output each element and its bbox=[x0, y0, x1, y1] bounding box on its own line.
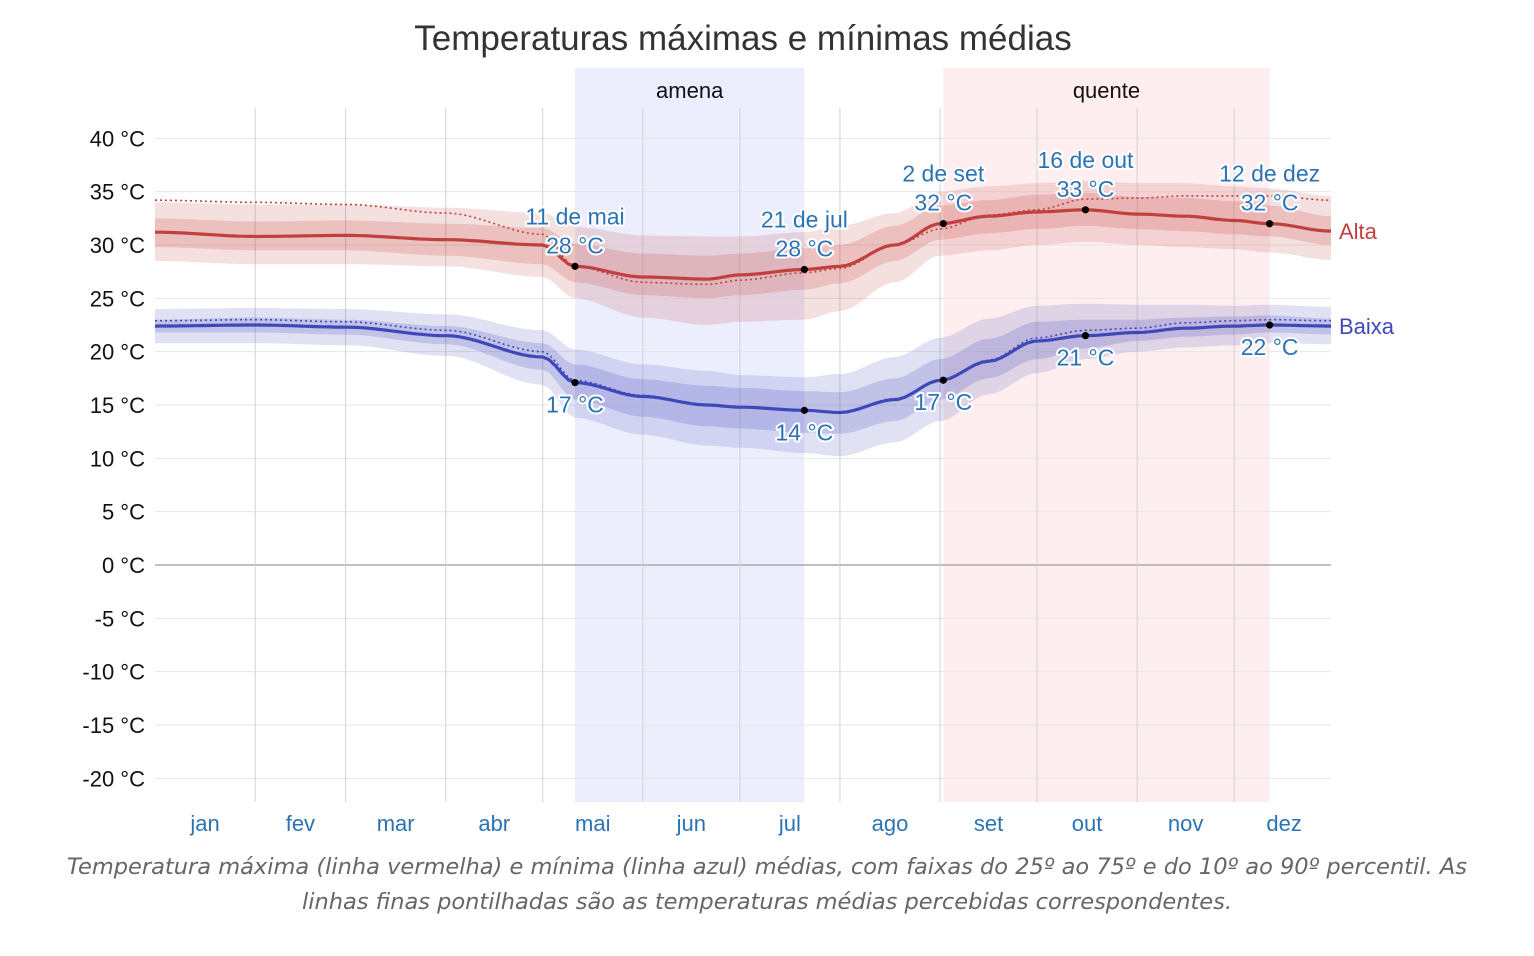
y-tick-label: 20 °C bbox=[90, 340, 145, 365]
y-tick-label: 10 °C bbox=[90, 446, 145, 471]
y-tick-label: 0 °C bbox=[102, 553, 145, 578]
annotation-date-label: 2 de set bbox=[902, 161, 984, 187]
annotation-date-label: 12 de dez bbox=[1219, 161, 1320, 187]
month-label-jun: jun bbox=[676, 811, 706, 836]
annotation-date-label: 16 de out bbox=[1038, 147, 1135, 173]
annotation-dot bbox=[1081, 332, 1090, 340]
annotation-value-label: 17 °C bbox=[914, 389, 972, 415]
annotation-dot bbox=[1266, 220, 1274, 228]
chart-title: Temperaturas máximas e mínimas médias bbox=[414, 19, 1071, 58]
grid-lines bbox=[155, 108, 1331, 802]
month-label-dez: dez bbox=[1266, 811, 1301, 836]
month-label-mai: mai bbox=[575, 811, 610, 836]
chart-labels: amena quente 40 °C 35 °C 30 °C 25 °C 20 °C 15 °… bbox=[82, 78, 1394, 836]
annotation-date-label: 21 de jul bbox=[761, 206, 848, 232]
annotation-dot bbox=[939, 219, 947, 228]
y-tick-label: -10 °C bbox=[82, 660, 145, 685]
annotation-points bbox=[571, 206, 1274, 414]
annotation-dot bbox=[571, 262, 579, 270]
caption-line-1: Temperatura máxima (linha vermelha) e mí… bbox=[67, 854, 1467, 880]
annotation-value-label: 32 °C bbox=[1241, 190, 1299, 216]
perceived-line-alta bbox=[155, 195, 1332, 286]
band-10-90-alta bbox=[155, 181, 1331, 325]
annotation-dot bbox=[571, 378, 579, 387]
month-label-set: set bbox=[974, 811, 1003, 836]
temperature-chart: amena quente 40 °C 35 °C 30 °C 25 °C 20 °C 15 °… bbox=[82, 19, 1394, 836]
month-label-abr: abr bbox=[478, 811, 510, 836]
annotation-dot bbox=[1081, 206, 1090, 214]
annotation-date-label: 11 de mai bbox=[525, 203, 624, 229]
month-label-ago: ago bbox=[872, 811, 909, 836]
annotation-value-label: 28 °C bbox=[775, 235, 833, 261]
month-label-jul: jul bbox=[778, 811, 801, 836]
annotation-value-label: 32 °C bbox=[914, 190, 972, 216]
annotation-dot bbox=[1266, 321, 1274, 329]
month-label-mar: mar bbox=[377, 811, 415, 836]
y-tick-label: 30 °C bbox=[90, 233, 145, 258]
y-tick-label: 40 °C bbox=[90, 126, 145, 151]
caption-line-2: linhas finas pontilhadas são as temperat… bbox=[301, 889, 1233, 915]
month-label-fev: fev bbox=[286, 811, 315, 836]
y-tick-label: -5 °C bbox=[95, 606, 145, 631]
y-tick-label: -20 °C bbox=[82, 766, 145, 791]
annotation-dot bbox=[800, 265, 808, 274]
month-label-nov: nov bbox=[1168, 811, 1203, 836]
y-tick-label: 35 °C bbox=[90, 180, 145, 205]
y-tick-label: 25 °C bbox=[90, 286, 145, 311]
mean-line-baixa bbox=[154, 323, 1332, 415]
annotation-value-label: 17 °C bbox=[546, 392, 604, 418]
annotation-dot bbox=[800, 406, 808, 414]
annotation-value-label: 28 °C bbox=[546, 232, 604, 258]
y-tick-label: 15 °C bbox=[90, 393, 145, 418]
band-25-75-baixa bbox=[155, 315, 1331, 434]
season-label-quente: quente bbox=[1073, 78, 1140, 103]
season-band-quente bbox=[943, 68, 1270, 802]
series-lines bbox=[154, 195, 1332, 415]
season-band-amena bbox=[575, 68, 805, 802]
annotation-dot bbox=[939, 376, 947, 384]
series-label-baixa: Baixa bbox=[1339, 314, 1395, 339]
annotation-value-label: 22 °C bbox=[1241, 334, 1299, 360]
y-tick-label: 5 °C bbox=[102, 500, 145, 525]
chart-caption: Temperatura máxima (linha vermelha) e mí… bbox=[0, 850, 1534, 920]
band-25-75-alta bbox=[155, 192, 1331, 299]
annotation-value-label: 21 °C bbox=[1057, 345, 1115, 371]
season-label-amena: amena bbox=[656, 78, 724, 103]
annotation-value-label: 14 °C bbox=[775, 419, 833, 445]
month-label-jan: jan bbox=[189, 811, 219, 836]
annotation-value-label: 33 °C bbox=[1057, 176, 1115, 202]
mean-line-alta bbox=[155, 208, 1332, 281]
month-label-out: out bbox=[1072, 811, 1103, 836]
y-tick-label: -15 °C bbox=[82, 713, 145, 738]
season-bands bbox=[575, 68, 1270, 802]
series-label-alta: Alta bbox=[1339, 219, 1378, 244]
